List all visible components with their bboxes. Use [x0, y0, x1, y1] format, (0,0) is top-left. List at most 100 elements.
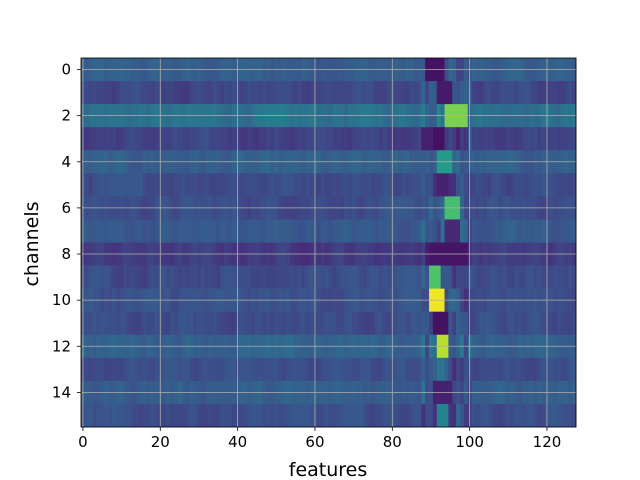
heatmap-cell — [452, 127, 457, 151]
heatmap-cell — [247, 173, 252, 197]
heatmap-cell — [560, 403, 565, 428]
heatmap-cell — [502, 219, 507, 243]
heatmap-cell — [417, 265, 422, 289]
heatmap-cell — [421, 265, 426, 289]
heatmap-cell — [181, 311, 186, 336]
plot-frame — [80, 57, 577, 428]
heatmap-cell — [150, 265, 155, 289]
heatmap-cell — [432, 357, 438, 382]
heatmap-cell — [142, 173, 148, 197]
heatmap-cell — [560, 219, 565, 243]
heatmap-cell — [401, 219, 407, 243]
heatmap-cell — [127, 219, 132, 243]
heatmap-cell — [255, 357, 260, 382]
heatmap-cell — [212, 81, 217, 105]
heatmap-cell — [332, 357, 337, 382]
heatmap-cell — [432, 219, 438, 243]
heatmap-cell — [432, 173, 438, 197]
heatmap-cell — [560, 81, 565, 105]
heatmap-cell — [212, 357, 217, 382]
heatmap-cell — [258, 265, 264, 289]
heatmap-cell — [123, 173, 128, 197]
heatmap-cell — [185, 219, 190, 243]
heatmap-cell — [556, 265, 561, 289]
heatmap-cell — [401, 127, 407, 151]
heatmap-cell — [359, 173, 364, 197]
heatmap-cell — [514, 357, 519, 382]
heatmap-cell — [568, 357, 573, 382]
heatmap-cell — [150, 311, 155, 336]
heatmap-cell — [278, 357, 283, 382]
heatmap-cell — [409, 127, 414, 151]
heatmap-cell — [297, 357, 302, 382]
heatmap-cell — [371, 403, 376, 428]
heatmap-cell — [92, 403, 97, 428]
heatmap-cell — [537, 311, 542, 336]
heatmap-cell — [96, 357, 101, 382]
heatmap-cell — [525, 81, 530, 105]
heatmap-cell — [382, 265, 387, 289]
heatmap-cell — [444, 265, 449, 289]
heatmap-cell — [173, 127, 179, 151]
heatmap-cell — [436, 127, 441, 151]
heatmap-cell — [351, 311, 356, 336]
heatmap-cell — [363, 357, 368, 382]
heatmap-cell — [459, 127, 465, 151]
heatmap-cell — [104, 173, 109, 197]
heatmap-cell — [119, 219, 124, 243]
heatmap-cell — [224, 219, 229, 243]
heatmap-cell — [394, 81, 399, 105]
heatmap-cell — [556, 173, 561, 197]
heatmap-cell — [537, 357, 542, 382]
heatmap-cell — [224, 311, 229, 336]
heatmap-cell — [220, 127, 225, 151]
heatmap-cell — [243, 81, 248, 105]
heatmap-cell — [548, 81, 554, 105]
heatmap-cell — [227, 357, 233, 382]
heatmap-cell — [115, 81, 121, 105]
heatmap-cell — [521, 265, 527, 289]
heatmap-cell — [537, 219, 542, 243]
heatmap-cell — [262, 265, 267, 289]
heatmap-cell — [456, 357, 461, 382]
heatmap-cell — [568, 81, 573, 105]
heatmap-cell — [243, 265, 248, 289]
heatmap-cell — [166, 357, 171, 382]
heatmap-cell — [92, 357, 97, 382]
heatmap-cell — [382, 403, 387, 428]
heatmap-cell — [572, 219, 577, 243]
heatmap-cell — [173, 357, 179, 382]
heatmap-cell — [243, 357, 248, 382]
heatmap-cell — [216, 173, 221, 197]
heatmap-cell — [417, 357, 422, 382]
heatmap-cell — [483, 357, 488, 382]
heatmap-cell — [166, 311, 171, 336]
heatmap-cell — [552, 311, 558, 336]
heatmap-cell — [104, 81, 109, 105]
heatmap-cell — [189, 265, 194, 289]
y-axis-label: channels — [21, 201, 43, 286]
heatmap-cell — [552, 357, 558, 382]
heatmap-cell — [139, 127, 144, 151]
heatmap-cell — [181, 127, 186, 151]
heatmap-cell — [487, 81, 492, 105]
heatmap-cell — [378, 219, 383, 243]
heatmap-cell — [177, 219, 182, 243]
heatmap-cell — [193, 219, 198, 243]
heatmap-cell — [517, 357, 523, 382]
heatmap-cell — [146, 265, 151, 289]
heatmap-cell — [255, 403, 260, 428]
heatmap-cell — [239, 173, 244, 197]
heatmap-cell — [374, 265, 380, 289]
heatmap-cell — [398, 403, 403, 428]
y-tick-label: 12 — [52, 337, 71, 355]
heatmap-cell — [208, 403, 213, 428]
heatmap-cell — [328, 265, 333, 289]
heatmap-cell — [115, 357, 121, 382]
heatmap-cell — [200, 403, 206, 428]
heatmap-cell — [494, 81, 500, 105]
heatmap-cell — [328, 173, 333, 197]
heatmap-cell — [444, 403, 449, 428]
heatmap-cell — [282, 357, 287, 382]
heatmap-cell — [405, 311, 411, 336]
